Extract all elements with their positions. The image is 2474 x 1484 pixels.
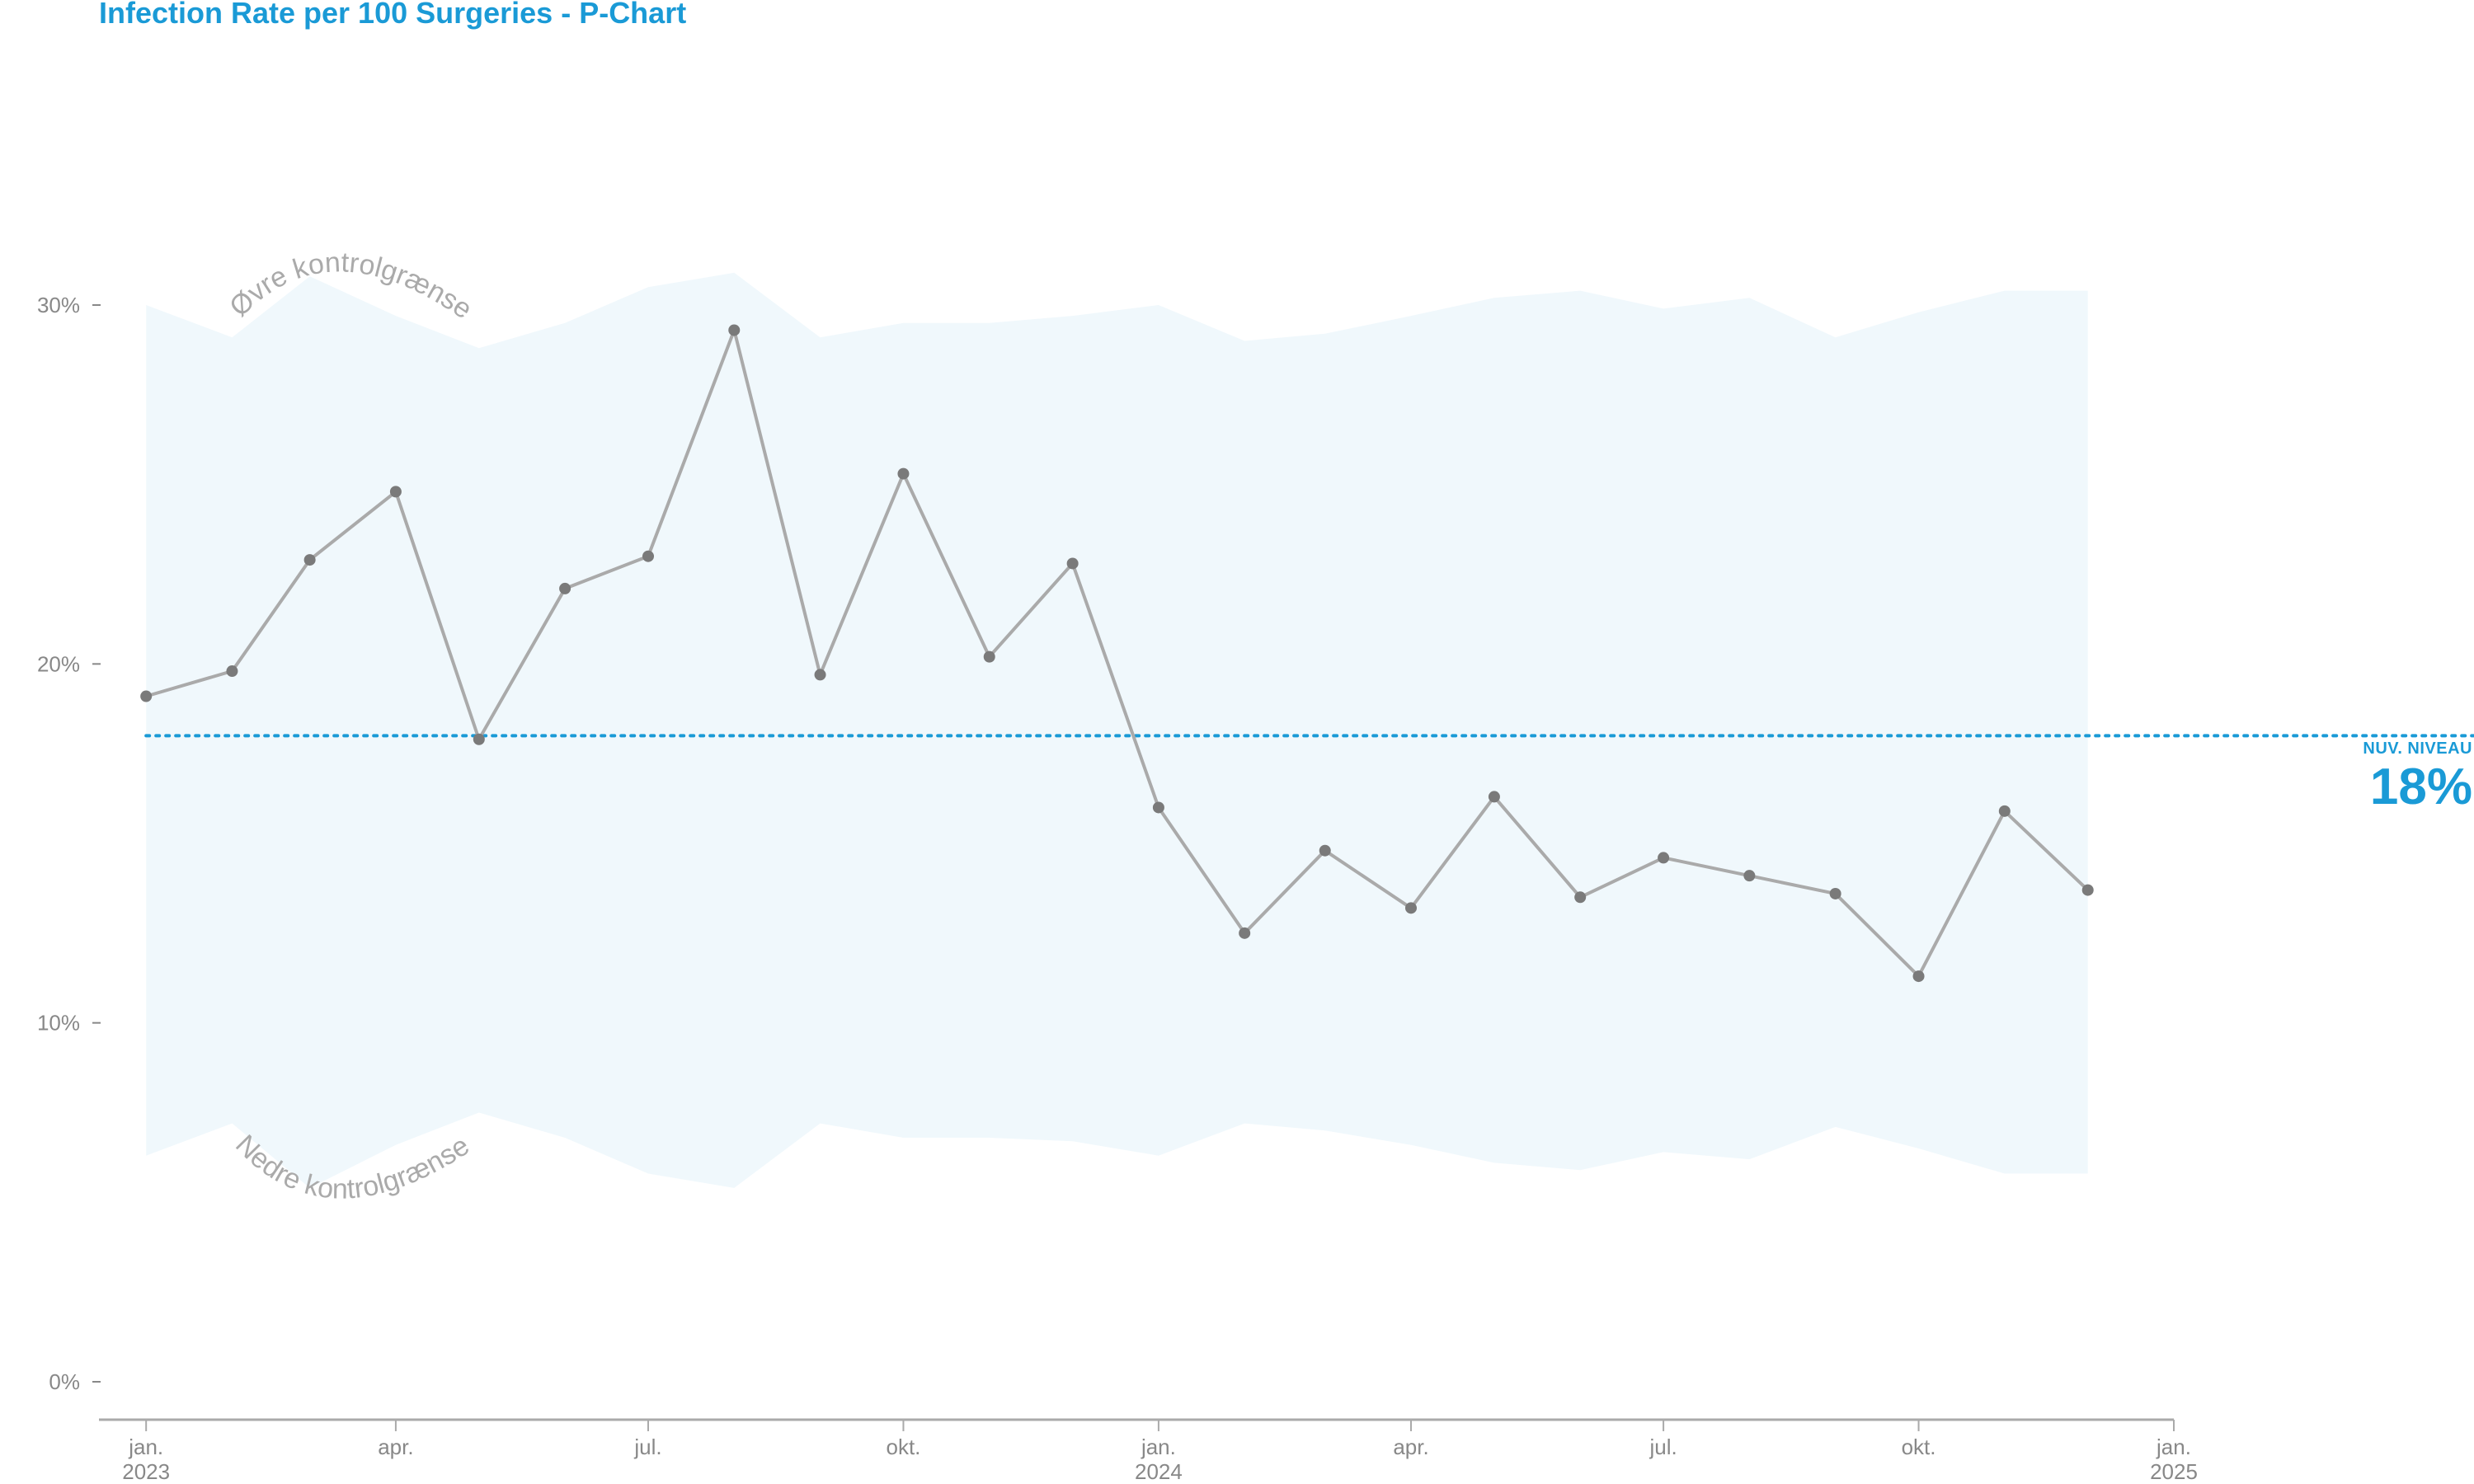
data-point xyxy=(1319,844,1331,857)
data-point xyxy=(1405,902,1417,914)
x-tick-label: apr. xyxy=(1393,1435,1428,1459)
x-tick-label-line: jul. xyxy=(1649,1435,1677,1459)
data-point xyxy=(1998,805,2011,817)
data-point xyxy=(1239,927,1251,939)
data-point xyxy=(983,650,995,663)
center-line-label: NUV. NIVEAU xyxy=(2363,740,2472,758)
data-point xyxy=(1574,891,1587,904)
data-point xyxy=(559,582,571,594)
data-point xyxy=(140,690,153,702)
x-tick-label: jul. xyxy=(633,1435,661,1459)
center-line-value: 18% xyxy=(2370,758,2472,815)
data-point xyxy=(897,467,910,480)
x-tick-label-line: apr. xyxy=(378,1435,413,1459)
y-tick-label: 0% xyxy=(49,1369,80,1394)
control-limit-band xyxy=(146,272,2088,1188)
data-point xyxy=(814,669,826,681)
data-point xyxy=(1488,791,1500,803)
x-tick-label-line: 2023 xyxy=(122,1459,170,1484)
data-point xyxy=(226,665,238,678)
data-point xyxy=(473,733,485,745)
x-tick-label-line: 2025 xyxy=(2150,1459,2198,1484)
y-tick-label: 30% xyxy=(37,293,80,317)
y-tick-label: 20% xyxy=(37,651,80,676)
data-point xyxy=(389,486,402,498)
chart-title: Infection Rate per 100 Surgeries - P-Cha… xyxy=(99,0,686,30)
series-layer xyxy=(140,324,2094,983)
control-limit-band-layer xyxy=(146,272,2088,1188)
data-point xyxy=(1658,852,1670,864)
x-tick-label-line: okt. xyxy=(886,1435,920,1459)
data-point xyxy=(1743,870,1756,882)
x-tick-label-line: jan. xyxy=(1141,1435,1176,1459)
x-tick-label: jan. 2025 xyxy=(2150,1435,2198,1484)
data-point xyxy=(1066,557,1079,570)
series-line xyxy=(145,328,2090,979)
x-tick-label: apr. xyxy=(378,1435,413,1459)
data-point xyxy=(642,550,654,562)
x-tick-label-line: jan. xyxy=(128,1435,163,1459)
data-point xyxy=(303,554,316,566)
data-point xyxy=(1829,887,1841,899)
x-tick-label: okt. xyxy=(886,1435,920,1459)
x-tick-label: jan. 2024 xyxy=(1135,1435,1183,1484)
x-tick-label-line: jan. xyxy=(2156,1435,2191,1459)
x-tick-label-line: 2024 xyxy=(1135,1459,1183,1484)
data-point xyxy=(2081,884,2094,896)
data-point xyxy=(1912,970,1925,983)
x-tick-label-line: jul. xyxy=(633,1435,661,1459)
x-tick-label: jan. 2023 xyxy=(122,1435,170,1484)
data-point xyxy=(1152,801,1164,814)
x-tick-label: okt. xyxy=(1902,1435,1936,1459)
y-tick-label: 10% xyxy=(37,1011,80,1036)
data-point xyxy=(728,324,741,336)
x-tick-label-line: apr. xyxy=(1393,1435,1428,1459)
x-tick-label: jul. xyxy=(1649,1435,1677,1459)
x-tick-label-line: okt. xyxy=(1902,1435,1936,1459)
